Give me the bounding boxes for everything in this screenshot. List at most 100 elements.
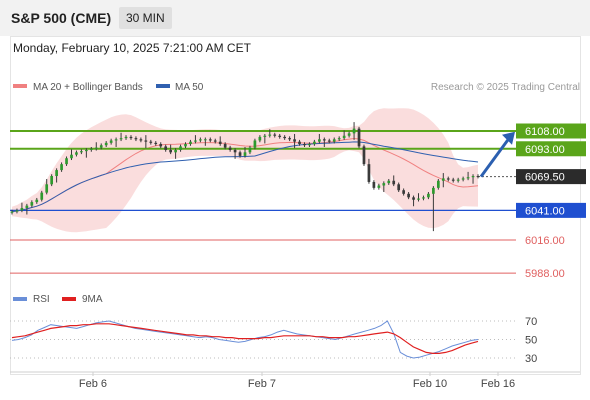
candle-body	[85, 149, 88, 152]
candle-body	[104, 142, 108, 146]
candle-body	[109, 140, 113, 143]
candle-body	[65, 158, 68, 165]
legend-swatch-ma50	[156, 84, 170, 88]
candle-body	[313, 141, 316, 145]
candle-body	[203, 139, 207, 141]
header-bar	[0, 0, 590, 36]
candle-body	[129, 136, 133, 139]
candle-body	[164, 146, 168, 150]
interval-button[interactable]: 30 MIN	[119, 7, 172, 29]
candle-body	[169, 149, 172, 153]
candle-body	[422, 197, 425, 199]
legend-label-9ma: 9MA	[82, 294, 103, 305]
rsi-tick-label: 50	[525, 335, 537, 347]
candle-body	[20, 208, 24, 211]
candle-body	[273, 134, 277, 136]
candle-body	[248, 147, 252, 153]
candle-body	[89, 148, 93, 150]
candle-body	[218, 141, 222, 145]
candle-body	[293, 139, 296, 142]
candle-body	[288, 138, 291, 140]
candle-body	[119, 138, 123, 140]
candle-body	[367, 164, 371, 182]
candle-body	[99, 145, 103, 148]
candle-body	[179, 146, 182, 150]
legend-label-ma50: MA 50	[175, 82, 204, 93]
main-legend: MA 20 + Bollinger Bands MA 50	[13, 82, 204, 93]
bollinger-band-layer	[11, 108, 479, 233]
candle-body	[412, 197, 415, 200]
candle-body	[327, 140, 331, 142]
candle-body	[159, 144, 163, 147]
candle-body	[10, 211, 14, 213]
candle-body	[258, 136, 262, 141]
candle-body	[303, 144, 306, 146]
price-level-layer	[10, 130, 516, 274]
x-tick-label: Feb 10	[413, 378, 447, 390]
candle-body	[407, 193, 410, 198]
candle-body	[80, 151, 83, 153]
candle-body	[208, 139, 212, 141]
candle-body	[402, 190, 405, 194]
candle-body	[189, 141, 192, 145]
candle-body	[228, 147, 232, 150]
candle-body	[451, 179, 455, 181]
candle-body	[446, 178, 450, 180]
candle-body	[417, 198, 420, 200]
x-tick-label: Feb 6	[79, 378, 107, 390]
candle-body	[392, 180, 396, 185]
candle-body	[233, 149, 237, 153]
candle-body	[55, 170, 58, 177]
rsi-tick-label: 70	[525, 316, 537, 328]
candle-body	[466, 177, 470, 179]
rsi-9ma-line	[11, 323, 479, 354]
x-tick-label: Feb 16	[481, 378, 515, 390]
candle-body	[114, 139, 118, 141]
resistance-label-box	[516, 123, 586, 139]
rsi-legend: RSI 9MA	[13, 294, 103, 305]
candle-body	[397, 184, 401, 191]
legend-swatch-rsi	[13, 297, 27, 301]
candle-body	[382, 183, 386, 186]
candle-body	[134, 138, 138, 140]
candle-body	[40, 192, 44, 200]
candle-body	[318, 139, 321, 142]
x-tick-label: Feb 7	[248, 378, 276, 390]
candle-body	[60, 164, 63, 171]
rsi-tick-label: 30	[525, 353, 537, 365]
target-label: 5988.00	[525, 268, 565, 280]
candle-body	[25, 205, 29, 209]
candle-body	[253, 140, 257, 148]
candle-body	[94, 147, 98, 149]
resistance-label: 6108.00	[525, 126, 565, 138]
legend-swatch-9ma	[62, 297, 76, 301]
candle-body	[194, 140, 197, 142]
forecast-arrow-layer	[479, 131, 515, 178]
candle-body	[372, 181, 376, 188]
candlestick-layer	[10, 122, 480, 232]
candle-body	[35, 199, 39, 203]
candle-body	[199, 139, 202, 141]
level-label-layer: 6108.00 6093.00 6069.50 6041.00 6016.00 5988.…	[516, 123, 586, 280]
candle-body	[362, 146, 366, 165]
candle-body	[75, 152, 78, 155]
candle-body	[308, 144, 311, 146]
candle-body	[337, 138, 341, 140]
resistance-label: 6093.00	[525, 144, 565, 156]
legend-swatch-bollinger	[13, 84, 27, 88]
candle-body	[263, 135, 267, 137]
candle-body	[332, 139, 336, 142]
candle-body	[377, 185, 381, 188]
support-label: 6041.00	[525, 205, 565, 217]
last-label: 6069.50	[525, 172, 565, 184]
candle-body	[476, 176, 480, 178]
forecast-arrow-head	[502, 131, 515, 145]
candle-body	[268, 134, 272, 136]
candle-body	[278, 135, 282, 137]
candle-body	[298, 141, 301, 145]
target-label: 6016.00	[525, 235, 565, 247]
candle-body	[15, 210, 19, 212]
candle-body	[30, 202, 34, 206]
support-label-box	[516, 202, 586, 218]
